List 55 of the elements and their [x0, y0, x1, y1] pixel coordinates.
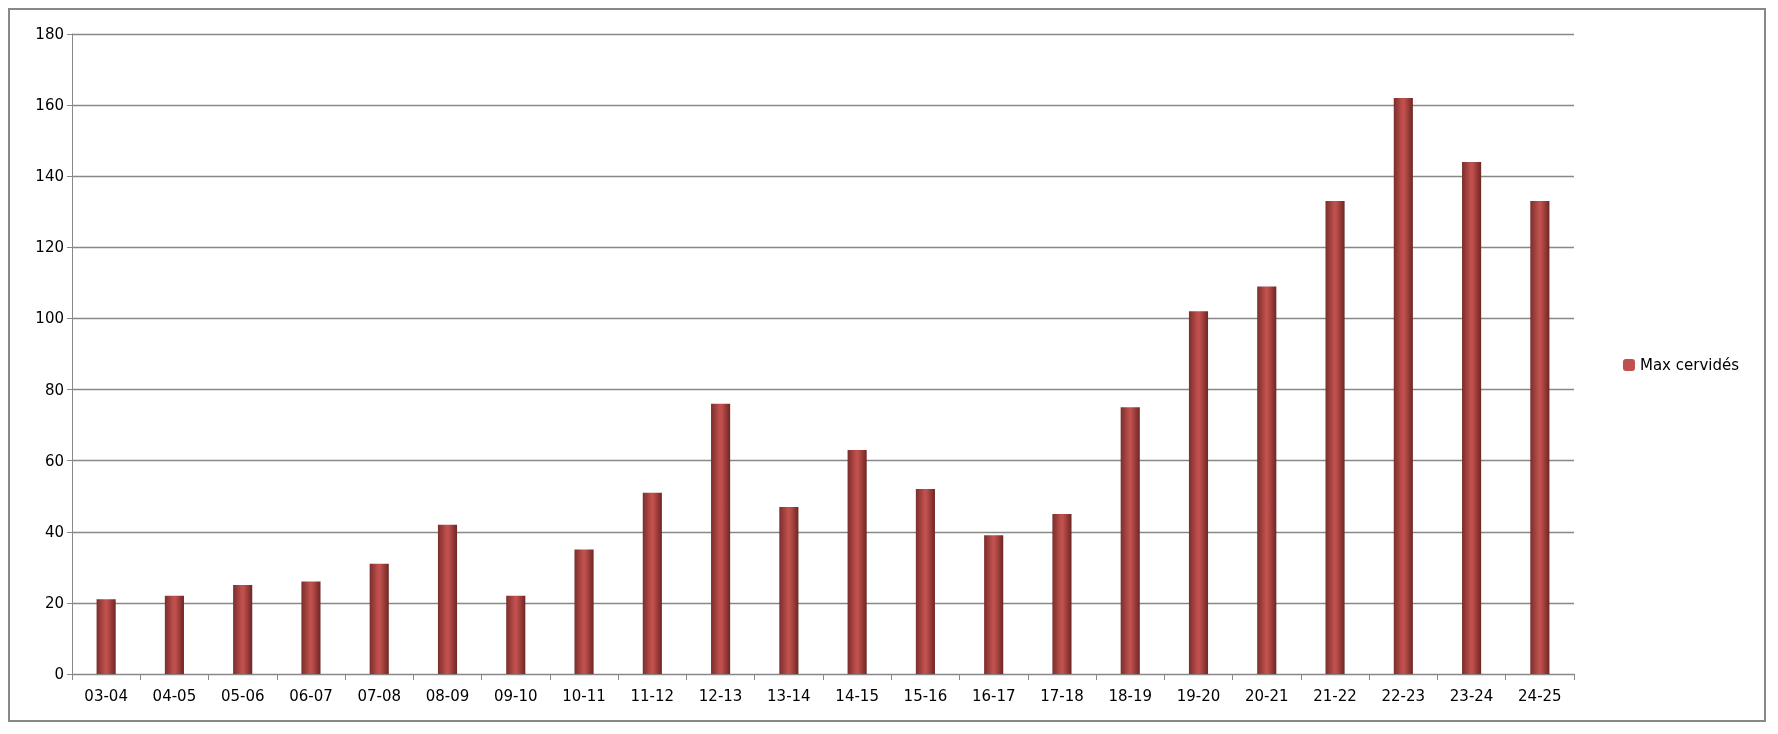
y-tick-label: 0 [54, 665, 64, 683]
x-tick-label: 04-05 [152, 686, 197, 705]
y-tick-label: 160 [35, 96, 64, 115]
bar [1257, 286, 1277, 674]
x-tick-label: 05-06 [220, 686, 265, 705]
legend-label: Max cervidés [1639, 356, 1740, 374]
x-tick-label: 16-17 [971, 686, 1016, 705]
bar [574, 549, 594, 674]
x-tick-label: 06-07 [289, 686, 333, 705]
x-tick-label: 13-14 [767, 686, 811, 705]
bar [437, 524, 458, 674]
y-tick-label: 120 [35, 238, 64, 257]
x-tick-label: 11-12 [630, 686, 675, 705]
x-tick-label: 10-11 [562, 686, 606, 705]
x-tick-label: 21-22 [1313, 686, 1357, 705]
bar [1393, 98, 1413, 674]
x-tick-label: 17-18 [1040, 686, 1084, 705]
x-tick-label: 12-13 [698, 686, 743, 705]
y-tick-label: 180 [35, 25, 64, 43]
bar [96, 599, 116, 674]
y-tick-label: 60 [44, 451, 64, 470]
x-tick-label: 18-19 [1108, 686, 1153, 705]
bar [915, 489, 935, 674]
bar [779, 506, 799, 674]
x-tick-label: 22-23 [1381, 686, 1426, 705]
x-tick-label: 03-04 [84, 686, 128, 705]
bar [711, 403, 731, 674]
bar [642, 492, 662, 674]
bar [506, 595, 526, 674]
x-tick-label: 07-08 [357, 686, 402, 705]
bar [984, 535, 1004, 674]
bar [1188, 311, 1209, 674]
bar [1120, 407, 1140, 674]
x-tick-label: 20-21 [1244, 686, 1289, 705]
x-tick-label: 23-24 [1449, 686, 1494, 705]
x-tick-label: 19-20 [1176, 686, 1221, 705]
y-tick-label: 20 [44, 593, 64, 612]
bar [164, 595, 184, 674]
x-tick-label: 14-15 [835, 686, 879, 705]
bar [233, 585, 253, 674]
y-tick-label: 100 [35, 309, 64, 328]
y-tick-label: 80 [44, 380, 64, 399]
bar [369, 563, 389, 674]
bar [1462, 162, 1482, 674]
bar [1325, 201, 1345, 674]
x-tick-label: 24-25 [1518, 686, 1562, 705]
y-tick-label: 140 [35, 167, 64, 186]
x-tick-label: 09-10 [493, 686, 538, 705]
y-tick-label: 40 [44, 522, 64, 541]
bar [1530, 201, 1550, 674]
bar [301, 581, 321, 674]
x-tick-label: 08-09 [425, 686, 470, 705]
bar [1052, 514, 1072, 674]
x-tick-label: 15-16 [903, 686, 948, 705]
bar [847, 450, 867, 674]
